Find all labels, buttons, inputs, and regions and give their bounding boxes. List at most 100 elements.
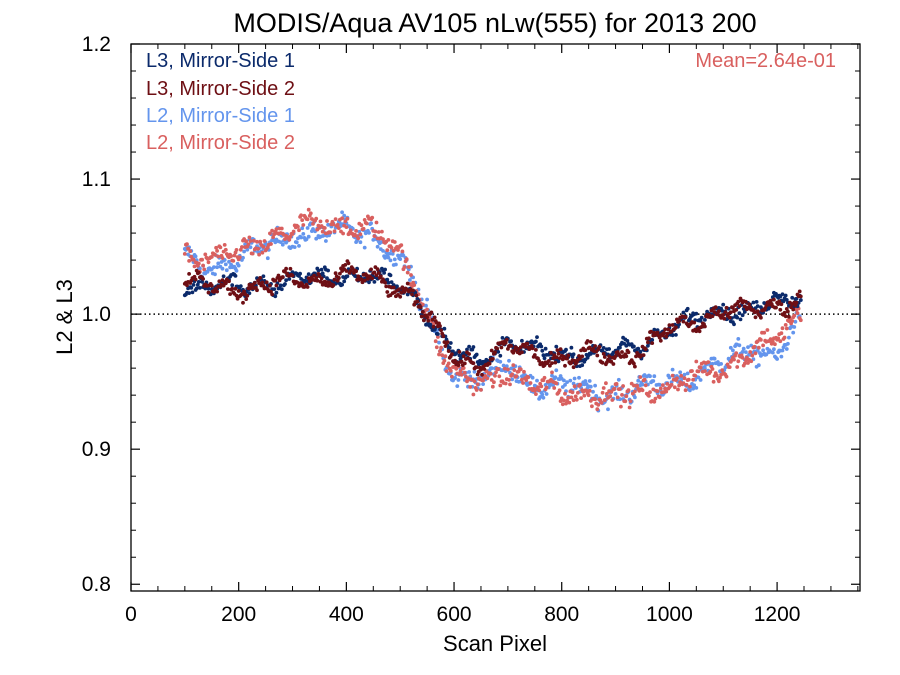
data-point xyxy=(411,288,415,293)
data-point xyxy=(268,231,272,236)
data-point xyxy=(542,375,547,380)
data-point xyxy=(638,375,643,379)
data-point xyxy=(625,339,630,343)
data-point xyxy=(537,388,541,393)
data-point xyxy=(471,392,476,397)
data-point xyxy=(746,345,750,349)
data-point xyxy=(610,398,615,402)
data-point xyxy=(738,317,743,322)
data-point xyxy=(498,383,503,388)
y-tick-label: 1.2 xyxy=(82,33,111,56)
data-point xyxy=(764,303,769,308)
data-point xyxy=(535,378,539,383)
data-point xyxy=(485,376,490,381)
data-point xyxy=(438,349,442,353)
data-point xyxy=(722,316,727,321)
data-point xyxy=(342,279,347,284)
data-point xyxy=(768,298,773,303)
data-point xyxy=(304,237,309,242)
data-point xyxy=(450,374,454,379)
data-point xyxy=(703,366,707,371)
data-point xyxy=(564,347,568,352)
data-point xyxy=(658,386,663,391)
data-point xyxy=(459,359,464,364)
data-point xyxy=(616,377,621,382)
x-axis-label: Scan Pixel xyxy=(443,631,547,656)
data-point xyxy=(694,359,699,364)
data-point xyxy=(746,361,750,365)
data-point xyxy=(784,298,789,302)
data-point xyxy=(742,361,747,366)
data-point xyxy=(544,392,549,396)
data-point xyxy=(537,359,541,363)
data-point xyxy=(783,314,788,319)
data-point xyxy=(489,366,494,371)
data-point xyxy=(655,330,660,335)
data-point xyxy=(448,368,453,373)
data-point xyxy=(576,390,580,395)
data-point xyxy=(614,382,619,386)
data-point xyxy=(270,292,274,297)
data-point xyxy=(306,207,311,212)
data-point xyxy=(699,315,704,320)
data-point xyxy=(493,373,497,378)
data-point xyxy=(551,356,555,361)
data-point xyxy=(217,279,222,284)
data-point xyxy=(453,376,457,380)
data-point xyxy=(554,355,559,360)
data-point xyxy=(394,262,398,267)
data-point xyxy=(436,335,440,339)
data-point xyxy=(753,315,758,320)
data-point xyxy=(287,237,292,242)
data-point xyxy=(467,370,471,374)
data-point xyxy=(619,404,623,409)
data-point xyxy=(372,280,377,284)
data-point xyxy=(354,229,358,233)
data-point xyxy=(601,386,606,390)
data-point xyxy=(376,271,381,275)
data-point xyxy=(586,393,591,398)
data-point xyxy=(737,343,742,348)
data-point xyxy=(641,353,646,357)
data-point xyxy=(385,248,390,253)
legend-item-l2-ms1: L2, Mirror-Side 1 xyxy=(146,105,295,127)
data-point xyxy=(669,382,674,387)
data-point xyxy=(520,338,524,343)
data-point xyxy=(759,315,763,320)
data-point xyxy=(682,372,687,377)
data-point xyxy=(443,354,448,359)
data-point xyxy=(462,370,467,375)
data-point xyxy=(640,388,645,393)
data-point xyxy=(682,376,687,381)
data-point xyxy=(301,223,306,227)
data-point xyxy=(296,281,300,285)
data-point xyxy=(390,252,395,256)
data-point xyxy=(361,226,366,231)
data-point xyxy=(556,359,561,364)
data-point xyxy=(381,249,385,253)
data-point xyxy=(472,369,477,374)
data-point xyxy=(283,237,287,242)
data-point xyxy=(735,365,740,369)
data-point xyxy=(383,280,387,285)
data-point xyxy=(378,274,383,279)
data-point xyxy=(534,392,538,396)
data-point xyxy=(358,240,363,245)
plot-frame xyxy=(130,43,861,592)
data-point xyxy=(278,240,283,245)
data-point xyxy=(238,284,243,288)
data-point xyxy=(580,354,585,359)
data-point xyxy=(376,230,381,234)
data-point xyxy=(213,252,217,257)
data-point xyxy=(521,381,525,385)
data-point xyxy=(691,386,695,391)
data-point xyxy=(255,239,259,244)
data-point xyxy=(209,283,214,288)
data-point xyxy=(235,296,240,301)
data-point xyxy=(228,292,233,296)
data-point xyxy=(326,222,330,227)
data-point xyxy=(648,390,652,394)
data-point xyxy=(257,252,261,257)
data-point xyxy=(736,299,741,304)
data-point xyxy=(240,245,244,249)
